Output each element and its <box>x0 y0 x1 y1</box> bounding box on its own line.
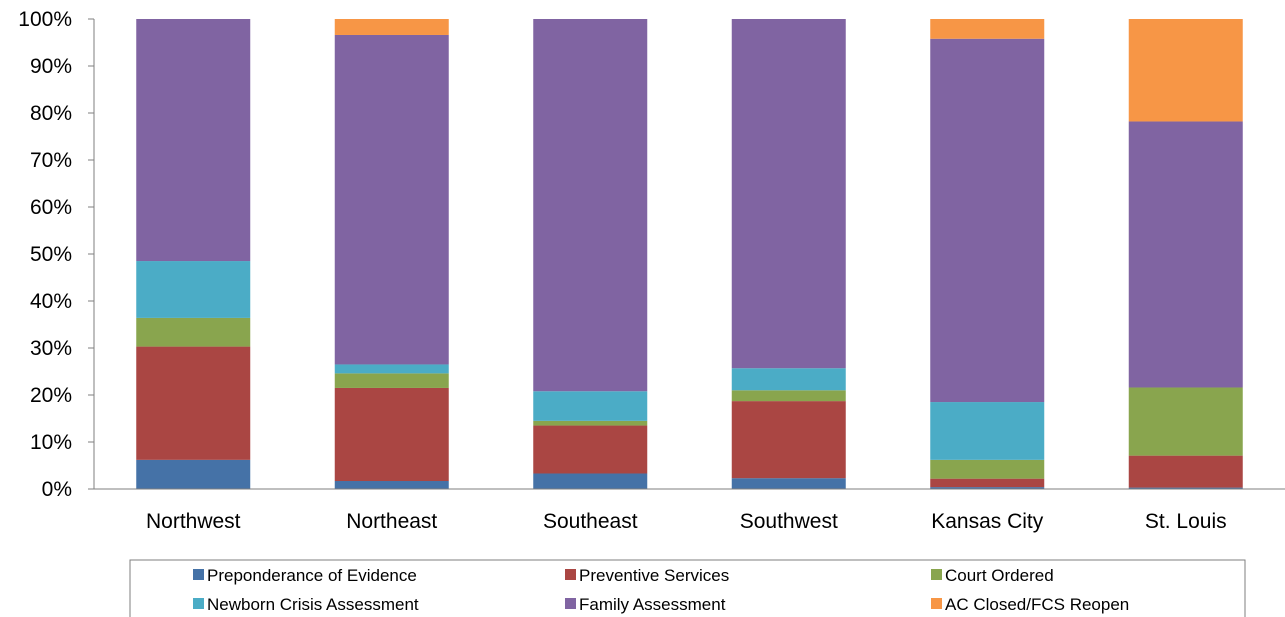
bar-segment <box>136 19 251 262</box>
legend-swatch <box>193 569 204 580</box>
x-tick-label: Kansas City <box>931 510 1044 533</box>
x-tick-label: Northwest <box>146 510 241 533</box>
x-axis: Northwest Northeast Southeast Southwest Kans… <box>94 488 1285 533</box>
bar-segment <box>334 373 449 388</box>
x-tick-label: Southeast <box>543 510 638 533</box>
bar-group-southeast <box>533 19 648 489</box>
y-tick-label: 30% <box>30 337 72 360</box>
legend-label: Court Ordered <box>945 566 1054 585</box>
bar-segment <box>930 38 1045 403</box>
y-tick-label: 100% <box>18 8 72 31</box>
y-tick-label: 0% <box>42 478 72 501</box>
bar-segment <box>334 364 449 374</box>
legend-box <box>129 559 1246 617</box>
legend-swatch <box>193 598 204 609</box>
y-tick-label: 90% <box>30 55 72 78</box>
bar-segment <box>930 19 1045 39</box>
y-tick-label: 20% <box>30 384 72 407</box>
bar-segment <box>334 387 449 482</box>
legend-label: AC Closed/FCS Reopen <box>945 595 1129 614</box>
bar-segment <box>731 478 846 489</box>
bar-segment <box>533 391 648 421</box>
bar-segment <box>533 425 648 474</box>
bar-segment <box>930 487 1045 489</box>
bar-segment <box>334 34 449 365</box>
legend-swatch <box>931 598 942 609</box>
bar-segment <box>731 401 846 479</box>
bar-segment <box>731 390 846 402</box>
bar-group-kansas-city <box>930 19 1045 489</box>
bar-segment <box>136 346 251 460</box>
bar-group-northwest <box>136 19 251 489</box>
bar-segment <box>533 420 648 426</box>
legend-swatch <box>931 569 942 580</box>
bar-segment <box>1128 455 1243 488</box>
bar-segment <box>731 368 846 391</box>
legend-label: Preventive Services <box>579 566 729 585</box>
bar-group-southwest <box>731 19 846 489</box>
y-tick-label: 10% <box>30 431 72 454</box>
bar-segment <box>1128 19 1243 122</box>
bar-segment <box>334 19 449 35</box>
y-tick-label: 50% <box>30 243 72 266</box>
legend-swatch <box>565 598 576 609</box>
legend-swatch <box>565 569 576 580</box>
bars <box>136 19 1243 489</box>
bar-segment <box>533 473 648 489</box>
bar-segment <box>1128 487 1243 489</box>
legend-label: Newborn Crisis Assessment <box>207 595 419 614</box>
y-tick-label: 70% <box>30 149 72 172</box>
legend-label: Preponderance of Evidence <box>207 566 417 585</box>
y-tick-label: 80% <box>30 102 72 125</box>
bar-segment <box>731 19 846 369</box>
bar-segment <box>930 478 1045 488</box>
bar-segment <box>136 459 251 489</box>
y-axis: 0% 10% 20% 30% 40% 50% 60% 70% 80% 90% 100% <box>18 8 95 501</box>
legend-label: Family Assessment <box>579 595 726 614</box>
bar-segment <box>930 402 1045 460</box>
y-tick-label: 40% <box>30 290 72 313</box>
x-tick-label: St. Louis <box>1145 510 1227 533</box>
bar-segment <box>136 261 251 318</box>
bar-group-northeast <box>334 19 449 489</box>
bar-segment <box>533 19 648 392</box>
x-tick-label: Northeast <box>346 510 437 533</box>
bar-segment <box>1128 121 1243 388</box>
bar-segment <box>1128 387 1243 456</box>
x-tick-label: Southwest <box>740 510 838 533</box>
bar-segment <box>334 481 449 489</box>
legend: Preponderance of Evidence Preventive Serv… <box>129 559 1246 617</box>
bar-segment <box>930 459 1045 479</box>
bar-segment <box>136 317 251 347</box>
bar-group-st-louis <box>1128 19 1243 489</box>
y-tick-label: 60% <box>30 196 72 219</box>
